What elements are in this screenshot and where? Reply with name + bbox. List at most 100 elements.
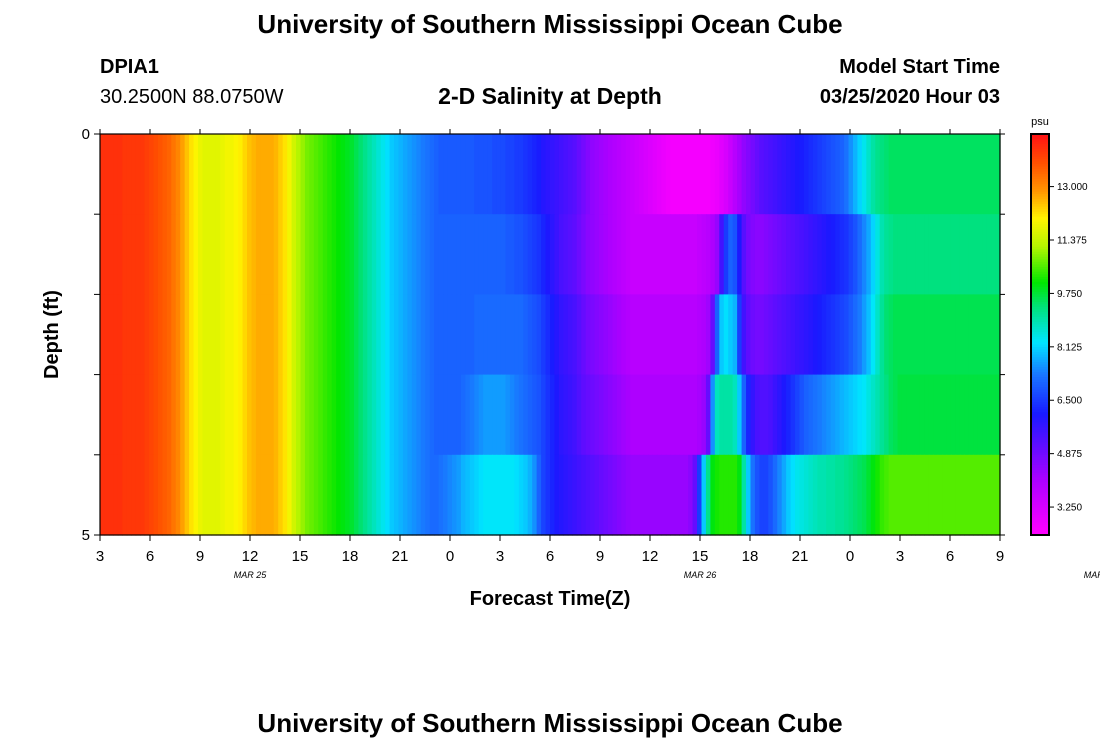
colorbar-segment [1031,134,1049,138]
colorbar-segment [1031,429,1049,433]
heatmap-cell [456,374,462,456]
heatmap-cell [861,134,867,215]
heatmap-cell [893,134,899,215]
heatmap-cell [296,374,302,456]
heatmap-cell [852,214,859,295]
heatmap-cell [603,374,609,456]
colorbar-segment [1031,259,1049,263]
heatmap-cell [750,294,756,376]
heatmap-cell [483,214,489,295]
heatmap-cell [576,134,582,215]
heatmap-cell [420,454,426,536]
chart-title: 2-D Salinity at Depth [438,83,662,109]
heatmap-cell [171,374,177,456]
heatmap-cell [505,214,511,295]
heatmap-cell [287,374,293,456]
heatmap-cell [500,374,507,456]
heatmap-cell [362,134,368,215]
heatmap-cell [104,214,110,295]
heatmap-cell [518,134,524,215]
heatmap-cell [977,134,983,215]
heatmap-cell [113,134,119,215]
heatmap-cell [995,214,1001,295]
heatmap-cell [345,454,351,536]
heatmap-cell [906,134,912,215]
colorbar-segment [1031,221,1049,225]
heatmap-cell [443,374,449,456]
heatmap-cell [385,454,391,536]
heatmap-cell [942,294,948,376]
heatmap-cell [781,214,787,295]
heatmap-cell [955,134,961,215]
heatmap-cell [599,134,605,215]
heatmap-cell [362,454,368,536]
heatmap-cell [737,294,743,376]
heatmap-cell [358,294,364,376]
heatmap-cell [527,454,533,536]
heatmap-cell [955,294,961,376]
heatmap-cell [322,214,328,295]
heatmap-cell [175,134,181,215]
heatmap-cell [567,454,573,536]
heatmap-cell [483,454,489,536]
colorbar-segment [1031,206,1049,210]
heatmap-cell [942,374,948,456]
colorbar-segment [1031,394,1049,398]
heatmap-cell [928,294,934,376]
page-title: University of Southern Mississippi Ocean… [257,9,843,39]
heatmap-cell [906,294,912,376]
colorbar-segment [1031,151,1049,155]
heatmap-cell [750,454,756,536]
colorbar-segment [1031,419,1049,423]
heatmap-cell [705,134,711,215]
heatmap-cell [469,134,475,215]
heatmap-cell [973,374,979,456]
colorbar-segment [1031,284,1049,288]
heatmap-cell [469,214,475,295]
heatmap-cell [652,294,658,376]
heatmap-cell [705,214,711,295]
heatmap-cell [759,134,765,215]
heatmap-cell [915,454,921,536]
heatmap-cell [282,454,288,536]
colorbar-segment [1031,347,1049,351]
heatmap-cell [353,134,360,215]
heatmap-cell [171,214,177,295]
colorbar-segment [1031,204,1049,208]
heatmap-cell [737,454,743,536]
heatmap-cell [697,374,703,456]
heatmap-cell [955,374,961,456]
heatmap-cell [991,454,997,536]
heatmap-cell [215,214,221,295]
heatmap-cell [857,214,863,295]
colorbar-segment [1031,334,1049,338]
x-tick-label: 12 [642,548,659,565]
heatmap-cell [309,294,315,376]
heatmap-cell [126,134,132,215]
heatmap-cell [220,294,226,376]
heatmap-cell [113,294,119,376]
heatmap-cell [518,374,524,456]
colorbar-segment [1031,149,1049,153]
heatmap-cell [710,374,716,456]
heatmap-cell [901,134,908,215]
heatmap-cell [688,214,694,295]
heatmap-cell [483,134,489,215]
heatmap-cell [175,294,181,376]
x-tick-label: 15 [292,548,309,565]
heatmap-cell [492,454,498,536]
heatmap-cell [104,454,110,536]
colorbar-segment [1031,244,1049,248]
heatmap-cell [817,134,823,215]
heatmap-cell [220,454,226,536]
heatmap-cell [460,214,466,295]
colorbar-segment [1031,194,1049,198]
heatmap-cell [229,134,235,215]
heatmap-cell [509,134,515,215]
colorbar-segment [1031,467,1049,471]
heatmap-cell [331,294,337,376]
colorbar-segment [1031,139,1049,143]
heatmap-cell [340,454,346,536]
heatmap-cell [514,214,520,295]
heatmap-cell [572,134,578,215]
